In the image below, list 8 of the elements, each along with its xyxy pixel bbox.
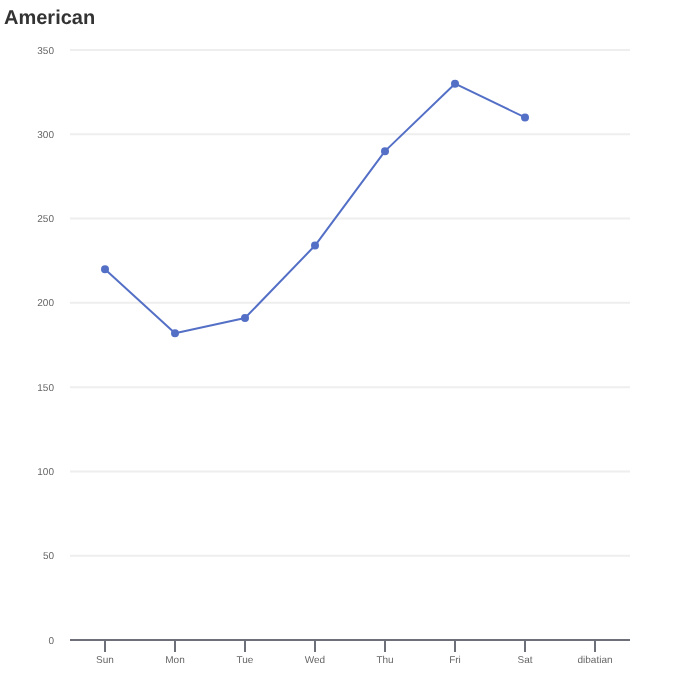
point <box>171 329 179 338</box>
point <box>451 79 459 88</box>
point <box>381 147 389 156</box>
chart-title: American <box>4 8 96 30</box>
point <box>241 314 249 323</box>
point <box>311 241 319 250</box>
point <box>521 113 529 122</box>
point <box>101 265 109 274</box>
